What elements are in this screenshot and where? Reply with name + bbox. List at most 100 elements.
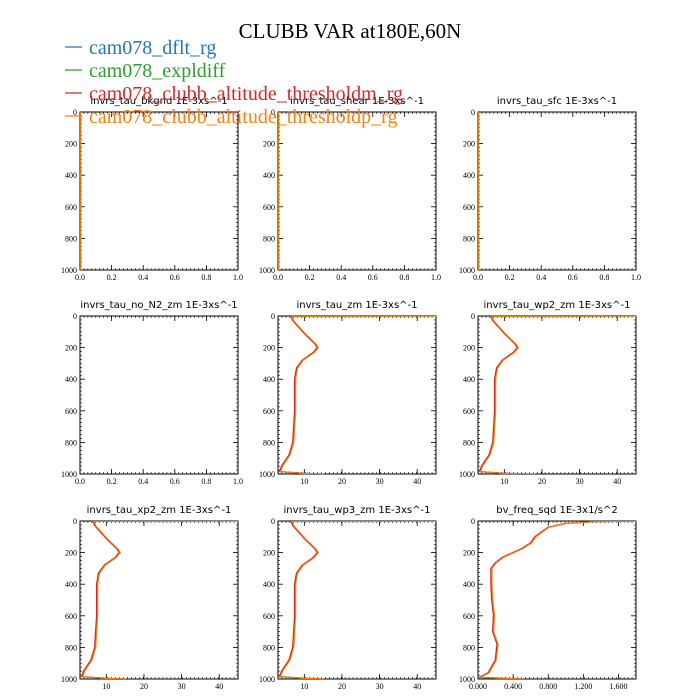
panel-9: bv_freq_sqd 1E-3x1/s^2 0.000 0.400 0.800 1.2… [459,505,637,691]
series-line-cam078_expldiff [279,521,436,679]
panel-title: invrs_tau_xp2_zm 1E-3xs^-1 [87,505,232,516]
y-tick-label: 1000 [459,470,475,479]
y-tick-label: 600 [65,203,77,212]
series-line-cam078_clubb_altitude_thresholdp_rg [479,316,636,474]
y-tick-label: 600 [263,203,275,212]
series-line-cam078_dflt_rg [279,521,436,679]
y-tick-label: 200 [463,344,475,353]
x-tick-label: 10 [102,682,110,691]
y-tick-label: 600 [65,407,77,416]
x-tick-label: 0.4 [138,273,148,282]
panel-5: invrs_tau_zm 1E-3xs^-110 20 30 400200400600… [259,300,437,486]
y-tick-label: 600 [463,407,475,416]
y-tick-label: 200 [263,140,275,149]
x-tick-label: 40 [215,682,223,691]
x-tick-label: 0.2 [107,273,117,282]
y-tick-label: 800 [65,438,77,447]
y-tick-label: 600 [463,612,475,621]
series-group [278,316,436,474]
y-tick-label: 0 [73,517,77,526]
panel-7: invrs_tau_xp2_zm 1E-3xs^-110 20 30 40020040… [61,505,239,691]
y-tick-label: 200 [65,344,77,353]
x-tick-label: 1.600 [609,682,627,691]
x-tick-label: 20 [538,477,546,486]
y-tick-label: 800 [65,643,77,652]
y-tick-label: 600 [263,612,275,621]
x-tick-label: 10 [500,477,508,486]
x-tick-label: 10 [300,477,308,486]
series-line-cam078_clubb_altitude_thresholdp_rg [279,316,436,474]
legend: cam078_dflt_rg cam078_expldiff cam078_cl… [65,37,403,128]
series-line-cam078_expldiff [478,521,636,679]
y-tick-label: 1000 [61,266,77,275]
y-tick-label: 1000 [259,470,275,479]
series-line-cam078_clubb_altitude_thresholdp_rg [279,521,436,679]
y-tick-label: 400 [263,171,275,180]
panels: invrs_tau_bkgnd 1E-3xs^-1 0.0 0.2 0.4 0.6 0.8… [61,96,641,691]
y-tick-label: 400 [263,375,275,384]
x-tick-label: 40 [413,477,421,486]
x-tick-label: 0.0 [273,273,283,282]
series-group [478,112,480,270]
x-tick-label: 0.8 [399,273,409,282]
plot-frame [277,111,437,271]
panel-title: invrs_tau_zm 1E-3xs^-1 [296,300,417,311]
y-tick-label: 1000 [459,266,475,275]
panel-2: invrs_tau_shear 1E-3xs^-1 0.0 0.2 0.4 0.6 0.8… [259,96,441,282]
plot-frame [79,520,239,680]
plot-frame [277,520,437,680]
x-tick-label: 1.200 [574,682,592,691]
x-tick-label: 30 [178,682,186,691]
plot-frame [277,315,437,475]
y-tick-label: 0 [471,517,475,526]
y-tick-label: 200 [463,549,475,558]
panel-3: invrs_tau_sfc 1E-3xs^-1 0.0 0.2 0.4 0.6 0.8 1.… [459,96,641,282]
y-tick-label: 800 [463,643,475,652]
x-tick-label: 1.0 [431,273,441,282]
series-line-cam078_clubb_altitude_thresholdm_rg [478,521,636,679]
y-tick-label: 800 [263,438,275,447]
y-tick-label: 800 [263,234,275,243]
panel-title: invrs_tau_wp3_zm 1E-3xs^-1 [284,505,431,516]
y-tick-label: 600 [65,612,77,621]
x-tick-label: 0.0 [473,273,483,282]
panel-title: invrs_tau_bkgnd 1E-3xs^-1 [90,96,227,107]
series-line-cam078_clubb_altitude_thresholdm_rg [80,521,238,679]
y-tick-label: 200 [263,549,275,558]
y-tick-label: 400 [65,375,77,384]
y-tick-label: 400 [263,580,275,589]
y-tick-label: 200 [65,140,77,149]
series-line-cam078_expldiff [81,521,238,679]
x-tick-label: 0.2 [305,273,315,282]
y-tick-label: 1000 [259,266,275,275]
y-tick-label: 0 [271,108,275,117]
x-tick-label: 1.0 [233,477,243,486]
panel-6: invrs_tau_wp2_zm 1E-3xs^-110 20 30 40020040… [459,300,637,486]
figure-title: CLUBB VAR at180E,60N [239,19,462,43]
plot-frame [477,315,637,475]
legend-label-2: cam078_expldiff [89,60,226,82]
y-tick-label: 0 [73,108,77,117]
y-tick-label: 0 [271,517,275,526]
x-tick-label: 0.2 [505,273,515,282]
y-tick-label: 600 [463,203,475,212]
y-tick-label: 800 [463,234,475,243]
series-line-cam078_clubb_altitude_thresholdm_rg [278,316,436,474]
plot-frame [477,111,637,271]
y-tick-label: 200 [263,344,275,353]
x-tick-label: 1.0 [631,273,641,282]
y-tick-label: 200 [463,140,475,149]
x-tick-label: 10 [300,682,308,691]
series-group [80,112,82,270]
series-line-cam078_clubb_altitude_thresholdm_rg [478,316,636,474]
y-tick-label: 0 [73,312,77,321]
series-group [278,521,436,679]
y-tick-label: 200 [65,549,77,558]
plot-frame [477,520,637,680]
y-tick-label: 1000 [459,675,475,684]
x-tick-label: 1.0 [233,273,243,282]
legend-label-4: cam078_clubb_altitude_thresholdp_rg [89,106,397,128]
x-tick-label: 0.0 [75,477,85,486]
x-tick-label: 0.000 [469,682,487,691]
